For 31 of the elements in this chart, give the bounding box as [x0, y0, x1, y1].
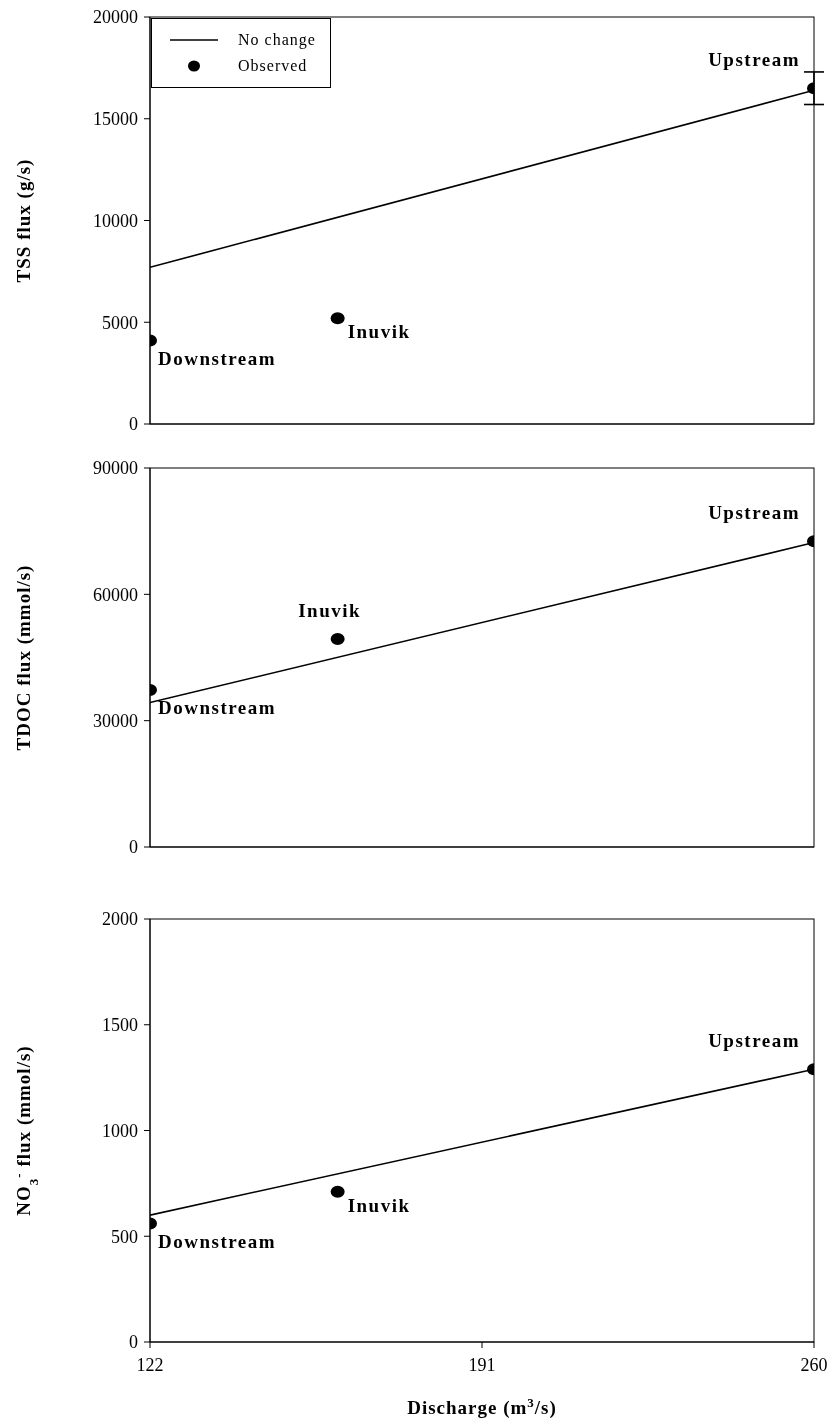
annotation: Upstream	[708, 1030, 800, 1052]
annotation: Inuvik	[347, 1194, 411, 1216]
y-axis-title: TDOC flux (mmol/s)	[13, 564, 35, 751]
y-tick-label: 0	[129, 1332, 138, 1353]
y-tick-label: 5000	[102, 312, 138, 333]
y-tick-label: 90000	[93, 458, 138, 479]
y-tick-label: 0	[129, 837, 138, 858]
annotation: Upstream	[708, 502, 800, 524]
legend-label: Observed	[238, 57, 308, 75]
x-tick-label: 122	[136, 1354, 164, 1375]
y-tick-label: 2000	[102, 909, 138, 930]
annotation: Downstream	[158, 347, 277, 369]
y-tick-label: 60000	[93, 584, 138, 605]
y-tick-label: 15000	[93, 109, 138, 130]
y-tick-label: 30000	[93, 711, 138, 732]
y-tick-label: 10000	[93, 210, 138, 231]
y-axis-title: TSS flux (g/s)	[13, 158, 35, 283]
y-tick-label: 1000	[102, 1120, 138, 1141]
annotation: Downstream	[158, 1230, 277, 1252]
y-tick-label: 500	[111, 1226, 138, 1247]
y-tick-label: 0	[129, 414, 138, 435]
annotation: Downstream	[158, 696, 277, 718]
annotation: Upstream	[708, 49, 800, 71]
annotation: Inuvik	[298, 599, 362, 621]
x-tick-label: 191	[468, 1354, 496, 1375]
y-tick-label: 20000	[93, 7, 138, 28]
legend-label: No change	[238, 31, 316, 49]
annotation: Inuvik	[347, 321, 411, 343]
y-tick-label: 1500	[102, 1015, 138, 1036]
x-axis-title: Discharge (m$^{3}$/s)	[407, 1394, 557, 1419]
x-tick-label: 260	[800, 1354, 828, 1375]
